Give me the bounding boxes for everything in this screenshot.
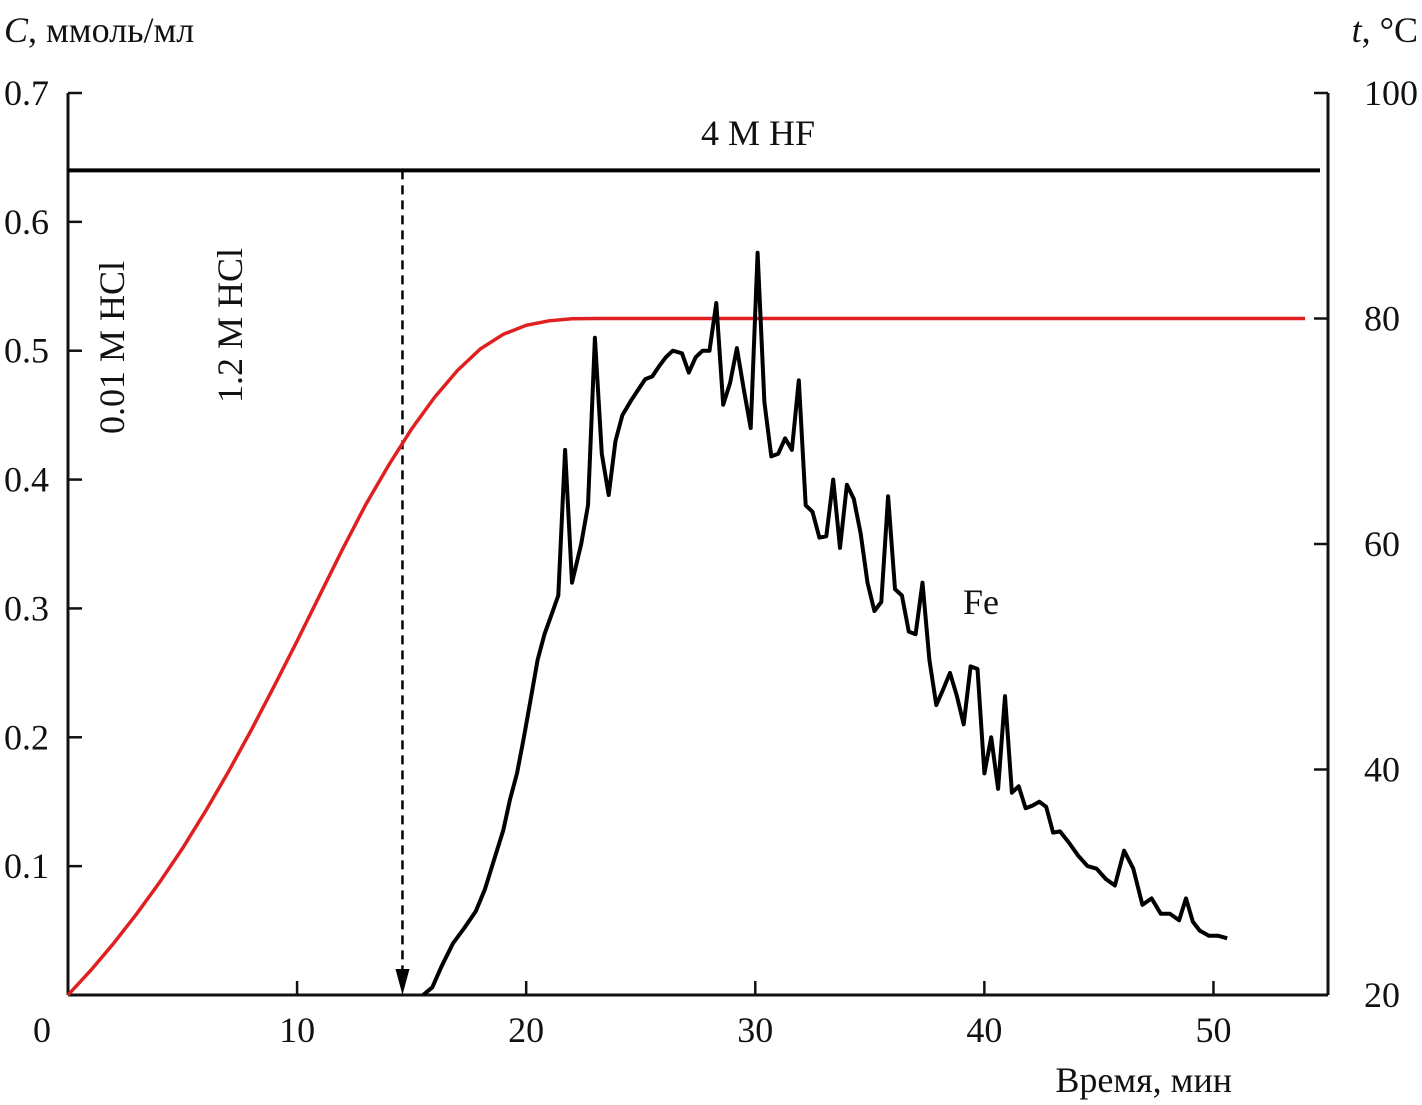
- bottom-axis-ticks: 0 10 20 30 40 50: [33, 981, 1231, 1050]
- right-tick-label: 60: [1364, 524, 1400, 564]
- left-tick-label: 0.2: [4, 717, 49, 757]
- x-tick-label: 30: [737, 1010, 773, 1050]
- left-axis-title-var: C: [4, 10, 29, 50]
- left-tick-label: 0.7: [4, 73, 49, 113]
- x-tick-label: 40: [966, 1010, 1002, 1050]
- fe-concentration-line: [421, 250, 1228, 997]
- x-tick-label: 20: [508, 1010, 544, 1050]
- right-tick-label: 80: [1364, 299, 1400, 339]
- right-tick-label: 20: [1364, 975, 1400, 1015]
- left-axis-title-unit: , ммоль/мл: [28, 10, 194, 50]
- x-tick-label: 10: [279, 1010, 315, 1050]
- x-tick-label: 0: [33, 1010, 51, 1050]
- right-axis-title-unit: , °C: [1362, 10, 1418, 50]
- hcl2-label: 1.2 M HCl: [210, 248, 250, 403]
- fe-label: Fe: [963, 582, 999, 622]
- left-tick-label: 0.4: [4, 460, 49, 500]
- left-axis-title: C, ммоль/мл: [4, 10, 194, 50]
- left-axis-ticks: 0.1 0.2 0.3 0.4 0.5 0.6 0.7: [4, 73, 82, 886]
- transition-marker-arrowhead: [395, 969, 410, 995]
- hf-label: 4 M HF: [701, 113, 815, 153]
- left-tick-label: 0.3: [4, 588, 49, 628]
- right-tick-label: 40: [1364, 750, 1400, 790]
- left-tick-label: 0.6: [4, 202, 49, 242]
- x-axis-title: Время, мин: [1055, 1060, 1232, 1100]
- right-axis-title: t, °C: [1352, 10, 1418, 50]
- right-axis-ticks: 20 40 60 80 100: [1314, 73, 1418, 1015]
- right-tick-label: 100: [1364, 73, 1418, 113]
- x-tick-label: 50: [1195, 1010, 1231, 1050]
- hcl1-label: 0.01 M HCl: [92, 261, 132, 434]
- left-tick-label: 0.5: [4, 331, 49, 371]
- temperature-line: [66, 316, 1306, 997]
- right-axis-title-var: t: [1352, 10, 1363, 50]
- left-tick-label: 0.1: [4, 846, 49, 886]
